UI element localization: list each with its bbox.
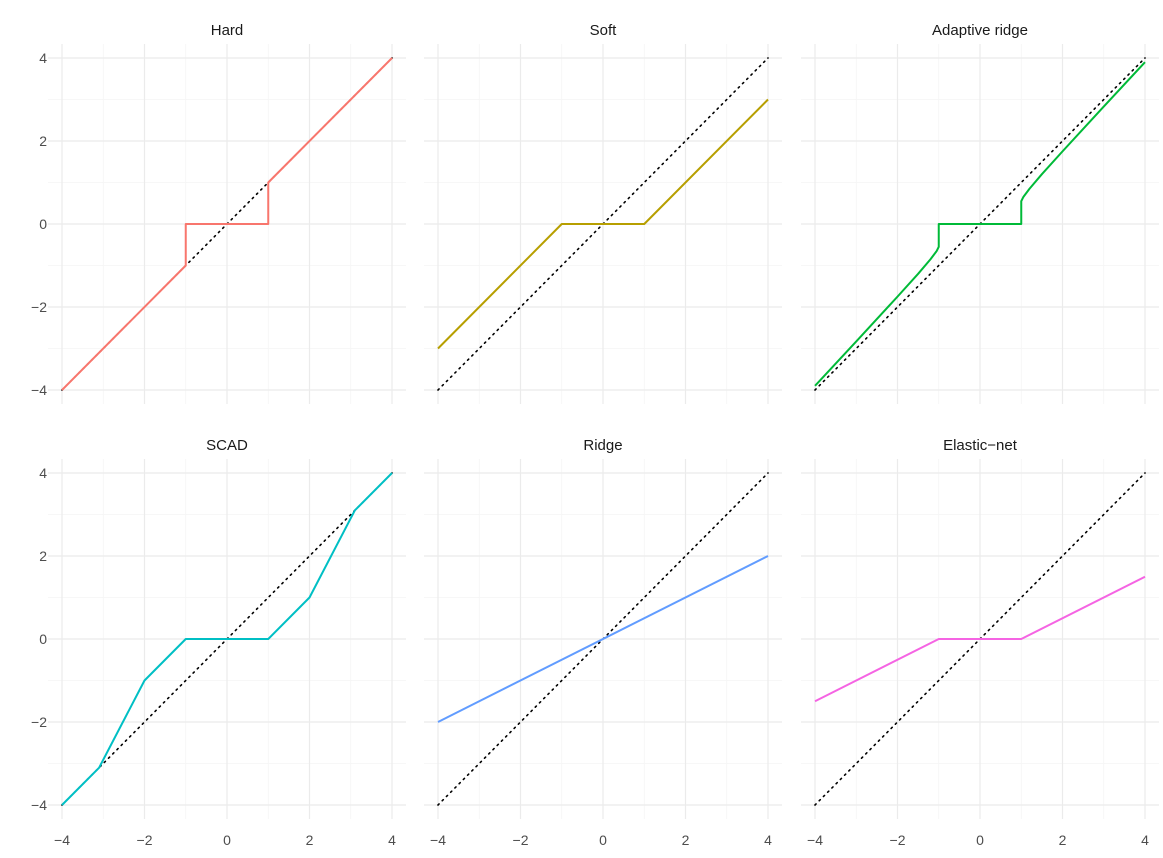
facet-title: Hard [211, 22, 244, 39]
facet-panel-0: Hard −4 −2 0 2 4 [31, 22, 406, 404]
x-tick-label: 0 [976, 832, 984, 848]
y-tick-label: 0 [39, 631, 47, 647]
facet-panel-2: Adaptive ridge [801, 22, 1159, 404]
y-tick-label: 4 [39, 465, 47, 481]
series-line [814, 575, 1146, 703]
series-line [61, 472, 393, 806]
facet-title: Adaptive ridge [932, 22, 1028, 39]
series-line [61, 57, 393, 391]
x-tick-label: 4 [764, 832, 772, 848]
y-tick-label: 2 [39, 133, 47, 149]
facet-title: SCAD [206, 437, 248, 454]
series-line [814, 61, 1146, 387]
series-line [437, 555, 769, 723]
x-tick-label: 4 [1141, 832, 1149, 848]
x-tick-label: 2 [1059, 832, 1067, 848]
facet-panel-3: SCAD −4 −2 0 2 4 −4 −2 0 2 4 [31, 437, 406, 848]
facet-panel-4: Ridge −4 −2 0 2 4 [424, 437, 782, 848]
facet-title: Soft [590, 22, 618, 39]
x-tick-label: −2 [890, 832, 906, 848]
x-tick-label: 2 [682, 832, 690, 848]
x-tick-label: 0 [599, 832, 607, 848]
x-tick-label: −4 [807, 832, 823, 848]
y-tick-label: 2 [39, 548, 47, 564]
x-tick-label: 2 [306, 832, 314, 848]
facet-panel-1: Soft [424, 22, 782, 404]
x-tick-label: 0 [223, 832, 231, 848]
facet-title: Ridge [583, 437, 622, 454]
y-tick-label: −4 [31, 382, 47, 398]
x-tick-label: 4 [388, 832, 396, 848]
y-tick-label: −2 [31, 299, 47, 315]
series-line [437, 98, 769, 350]
x-tick-label: −2 [137, 832, 153, 848]
y-tick-label: −4 [31, 797, 47, 813]
facet-title: Elastic−net [943, 437, 1018, 454]
y-tick-label: 4 [39, 50, 47, 66]
y-tick-label: −2 [31, 714, 47, 730]
x-tick-label: −4 [430, 832, 446, 848]
facet-panel-5: Elastic−net −4 −2 0 2 4 [801, 437, 1159, 848]
x-tick-label: −4 [54, 832, 70, 848]
y-tick-label: 0 [39, 216, 47, 232]
x-tick-label: −2 [513, 832, 529, 848]
